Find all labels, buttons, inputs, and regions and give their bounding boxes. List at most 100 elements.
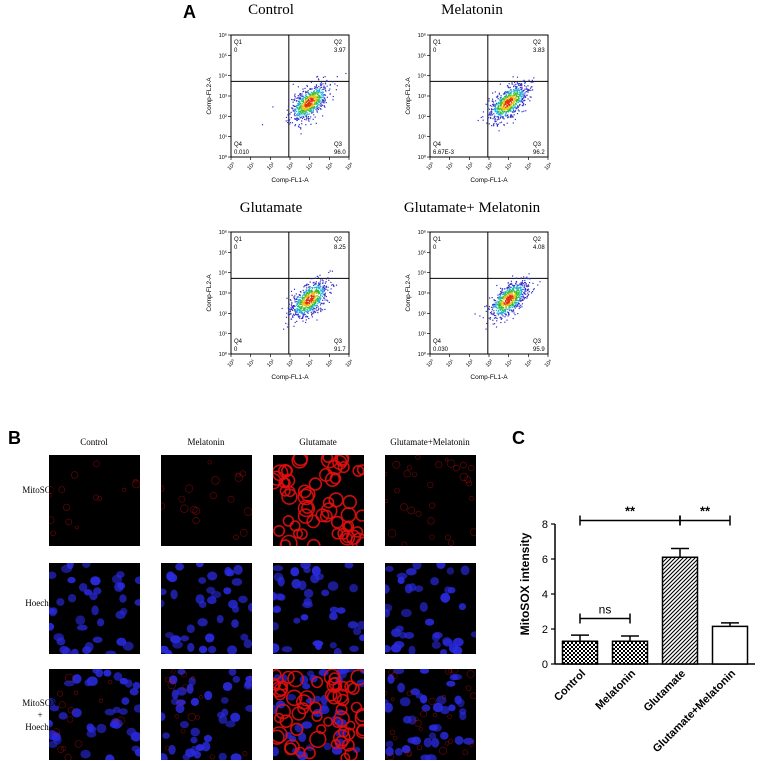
event-dot <box>313 308 315 310</box>
event-dot <box>498 305 500 307</box>
event-dot <box>502 109 504 111</box>
event-dot <box>509 110 511 112</box>
event-dot <box>316 287 318 289</box>
event-dot <box>312 313 314 315</box>
event-dot <box>304 307 307 309</box>
event-dot <box>509 109 511 111</box>
event-dot <box>304 291 307 293</box>
event-dot <box>504 308 506 310</box>
event-dot <box>318 288 320 290</box>
event-dot <box>294 295 296 297</box>
event-dot <box>313 90 315 92</box>
event-dot <box>335 89 337 91</box>
event-dot <box>310 110 312 112</box>
q4-value: 0 <box>234 347 238 353</box>
event-dot <box>515 92 518 94</box>
event-dot <box>310 311 312 313</box>
event-dot <box>314 103 316 105</box>
event-dot <box>306 301 308 303</box>
mitosox-signal <box>243 507 252 516</box>
event-dot <box>512 305 514 307</box>
event-dot <box>508 303 510 306</box>
mitosox-signal <box>311 676 324 689</box>
x-tick-label: 10³ <box>485 359 495 369</box>
nucleus <box>49 571 57 579</box>
event-dot <box>298 315 300 318</box>
mitosox-signal <box>164 676 171 683</box>
mitosox-signal <box>432 712 437 717</box>
event-dot <box>499 294 501 296</box>
event-dot <box>493 313 495 315</box>
event-dot <box>514 300 516 302</box>
event-dot <box>496 112 498 114</box>
event-dot <box>305 100 308 102</box>
nucleus <box>170 589 178 600</box>
mitosox-signal <box>326 459 343 476</box>
event-dot <box>521 290 523 293</box>
event-dot <box>493 317 496 319</box>
nucleus <box>459 711 467 721</box>
mitosox-signal <box>400 503 408 511</box>
event-dot <box>522 280 524 282</box>
nucleus <box>390 643 402 653</box>
mitosox-signal <box>355 707 364 722</box>
nucleus <box>273 565 284 572</box>
event-dot <box>502 305 504 307</box>
event-dot <box>510 95 512 97</box>
event-dot <box>489 113 491 115</box>
event-dot <box>497 297 499 299</box>
event-dot <box>298 301 300 303</box>
mitosox-signal <box>345 720 356 731</box>
category-label-2: Glutamate <box>642 668 689 715</box>
nucleus <box>329 642 337 649</box>
event-dot <box>301 310 303 312</box>
event-dot <box>488 114 490 116</box>
nucleus <box>201 741 211 752</box>
category-label-1: Melatonin <box>593 667 638 712</box>
mitosox-signal <box>294 746 306 758</box>
event-dot <box>315 86 317 88</box>
event-dot <box>508 287 510 289</box>
event-dot <box>495 305 497 307</box>
event-dot <box>524 277 526 280</box>
event-dot <box>515 293 518 295</box>
event-dot <box>306 96 308 98</box>
event-dot <box>492 307 494 309</box>
event-dot <box>497 301 499 303</box>
event-dot <box>313 94 315 96</box>
event-dot <box>520 282 522 284</box>
event-dot <box>325 288 327 290</box>
event-dot <box>306 85 308 88</box>
event-dot <box>288 313 290 315</box>
event-dot <box>314 292 316 294</box>
x-tick-label: 10² <box>465 162 475 172</box>
event-dot <box>317 289 319 291</box>
event-dot <box>315 101 317 103</box>
q3-label: Q3 <box>334 142 343 148</box>
event-dot <box>506 104 508 106</box>
event-dot <box>316 319 318 321</box>
event-dot <box>515 296 517 299</box>
event-dot <box>522 93 524 96</box>
nucleus <box>336 607 346 614</box>
event-dot <box>314 92 316 94</box>
nucleus <box>161 588 167 596</box>
y-tick-label: 10² <box>418 311 426 317</box>
event-dot <box>296 105 298 107</box>
mitosox-signal <box>389 729 396 735</box>
event-dot <box>308 108 310 110</box>
y-tick-label: 10² <box>219 114 227 120</box>
event-dot <box>503 100 505 102</box>
event-dot <box>310 98 312 100</box>
event-dot <box>319 87 321 89</box>
event-dot <box>511 294 513 296</box>
event-dot <box>301 107 303 109</box>
event-dot <box>497 95 499 97</box>
event-dot <box>530 81 532 83</box>
event-dot <box>303 104 305 106</box>
event-dot <box>503 107 505 109</box>
event-dot <box>502 315 504 317</box>
event-dot <box>522 97 524 99</box>
event-dot <box>520 289 522 291</box>
